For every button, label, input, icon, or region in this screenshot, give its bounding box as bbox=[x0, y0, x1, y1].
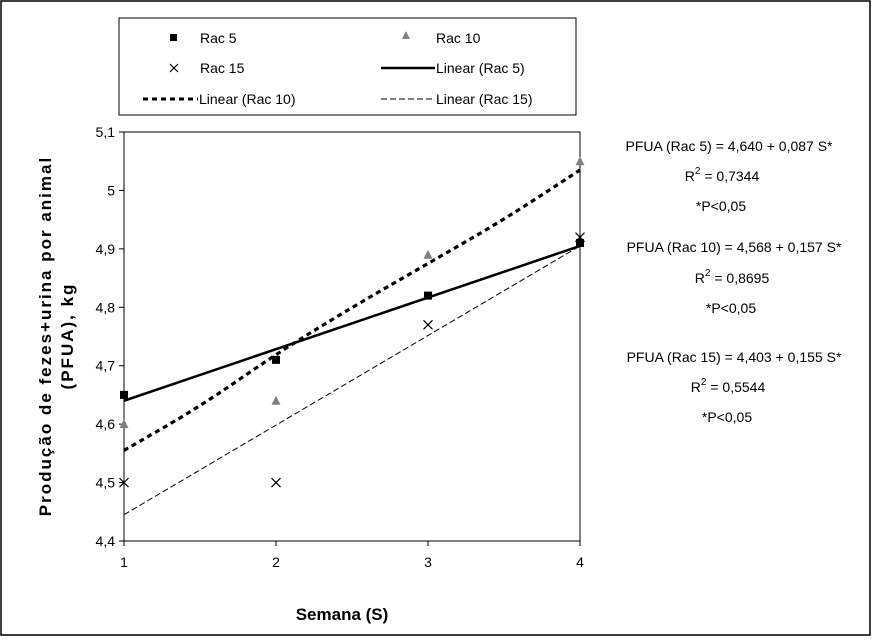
y-axis-title-line2: (PFUA), kg bbox=[58, 283, 77, 390]
legend-marker-rac5 bbox=[170, 34, 177, 41]
y-tick-label: 4,7 bbox=[96, 358, 116, 374]
legend-marker-rac10 bbox=[402, 31, 410, 39]
point-rac5 bbox=[272, 355, 280, 364]
y-tick-label: 5,1 bbox=[96, 124, 116, 140]
y-tick-label: 4,4 bbox=[96, 533, 116, 549]
legend-label-rac15: Rac 15 bbox=[200, 60, 245, 76]
plot-area bbox=[123, 131, 581, 542]
y-tick-label: 4,5 bbox=[96, 475, 116, 491]
equation-rac10-r2: R2 = 0,8695 bbox=[695, 268, 770, 286]
y-tick-label: 4,8 bbox=[96, 299, 116, 315]
y-tick-label: 4,9 bbox=[96, 241, 116, 257]
y-axis-ticks: 4,4 4,5 4,6 4,7 4,8 4,9 5 5,1 bbox=[96, 124, 124, 549]
legend-label-rac5: Rac 5 bbox=[200, 30, 237, 46]
legend-label-linear-rac5: Linear (Rac 5) bbox=[436, 60, 525, 76]
equation-rac15: PFUA (Rac 15) = 4,403 + 0,155 S* R2 = 0,… bbox=[627, 349, 842, 425]
point-rac10 bbox=[119, 419, 129, 429]
point-rac5 bbox=[120, 390, 128, 399]
point-rac10 bbox=[575, 156, 585, 166]
point-rac15 bbox=[575, 232, 585, 243]
equation-rac5-formula: PFUA (Rac 5) = 4,640 + 0,087 S* bbox=[625, 138, 833, 154]
trendline-rac10 bbox=[123, 168, 581, 452]
x-axis-ticks: 1 2 3 4 bbox=[120, 541, 584, 570]
equation-rac10: PFUA (Rac 10) = 4,568 + 0,157 S* R2 = 0,… bbox=[627, 239, 842, 316]
x-tick-label: 3 bbox=[424, 554, 432, 570]
trendline-rac5 bbox=[123, 244, 581, 402]
x-tick-label: 2 bbox=[272, 554, 280, 570]
point-rac5 bbox=[424, 291, 432, 300]
point-rac10 bbox=[423, 249, 433, 259]
point-rac15 bbox=[423, 319, 433, 330]
equation-rac5-p: *P<0,05 bbox=[696, 198, 746, 214]
legend-box bbox=[118, 17, 577, 116]
equation-rac15-p: *P<0,05 bbox=[702, 409, 752, 425]
equation-rac15-formula: PFUA (Rac 15) = 4,403 + 0,155 S* bbox=[627, 349, 842, 365]
data-points bbox=[119, 156, 585, 488]
x-axis-title: Semana (S) bbox=[296, 605, 389, 624]
point-rac15 bbox=[119, 477, 129, 488]
trendline-rac15 bbox=[123, 245, 581, 516]
point-rac5 bbox=[576, 239, 584, 248]
legend-label-linear-rac10: Linear (Rac 10) bbox=[199, 91, 296, 107]
y-axis-title-line1: Produção de fezes+urina por animal bbox=[36, 156, 55, 516]
y-tick-label: 4,6 bbox=[96, 416, 116, 432]
x-tick-label: 4 bbox=[576, 554, 584, 570]
legend-marker-rac15 bbox=[169, 63, 179, 73]
legend-label-linear-rac15: Linear (Rac 15) bbox=[436, 91, 533, 107]
point-rac15 bbox=[271, 477, 281, 488]
x-tick-label: 1 bbox=[120, 554, 128, 570]
y-tick-label: 5 bbox=[107, 182, 115, 198]
equation-rac5: PFUA (Rac 5) = 4,640 + 0,087 S* R2 = 0,7… bbox=[625, 138, 833, 214]
equation-rac15-r2: R2 = 0,5544 bbox=[691, 377, 766, 395]
point-rac10 bbox=[271, 395, 281, 405]
trendlines bbox=[123, 168, 581, 516]
legend: Rac 5 Rac 10 Rac 15 Linear (Rac 5) Linea… bbox=[118, 17, 577, 116]
equation-rac5-r2: R2 = 0,7344 bbox=[685, 166, 760, 184]
equation-rac10-formula: PFUA (Rac 10) = 4,568 + 0,157 S* bbox=[627, 239, 842, 255]
equation-rac10-p: *P<0,05 bbox=[706, 300, 756, 316]
legend-label-rac10: Rac 10 bbox=[436, 30, 481, 46]
